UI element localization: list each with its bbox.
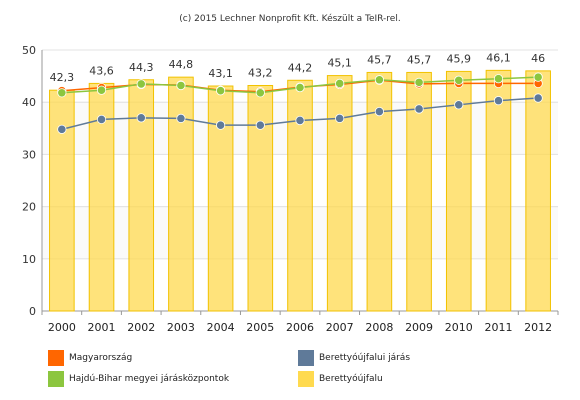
y-tick-label-10: 10 bbox=[22, 253, 36, 266]
x-tick-label-2008: 2008 bbox=[365, 321, 393, 334]
bar-berettyoujfalu-2006 bbox=[287, 79, 313, 312]
legend-swatch-berettyoujfalui-jaras bbox=[298, 350, 314, 366]
point-hajdu-bihar-megyei-jaraskozpontok-2001 bbox=[96, 85, 107, 95]
bar-berettyoujfalu-2004 bbox=[207, 85, 234, 312]
bar-berettyoujfalu-2011 bbox=[485, 69, 512, 312]
x-tick-label-2003: 2003 bbox=[167, 321, 195, 334]
x-tick-label-2001: 2001 bbox=[88, 321, 116, 334]
y-tick-label-40: 40 bbox=[22, 96, 36, 109]
point-berettyoujfalui-jaras-2012 bbox=[533, 93, 543, 103]
point-berettyoujfalui-jaras-2006 bbox=[295, 115, 305, 126]
legend-label-magyarorszag: Magyarország bbox=[69, 353, 133, 363]
point-berettyoujfalui-jaras-2008 bbox=[374, 106, 384, 117]
data-label-berettyoujfalu-2009: 45,7 bbox=[407, 53, 432, 66]
data-label-berettyoujfalu-2001: 43,6 bbox=[89, 64, 114, 77]
point-hajdu-bihar-megyei-jaraskozpontok-2007 bbox=[335, 78, 345, 89]
point-hajdu-bihar-megyei-jaraskozpontok-2010 bbox=[454, 75, 464, 85]
y-tick-label-20: 20 bbox=[22, 201, 36, 214]
point-berettyoujfalui-jaras-2009 bbox=[414, 104, 424, 114]
point-berettyoujfalui-jaras-2010 bbox=[454, 100, 464, 110]
x-tick-label-2011: 2011 bbox=[484, 321, 512, 334]
y-tick-label-30: 30 bbox=[22, 148, 36, 161]
x-tick-label-2009: 2009 bbox=[405, 321, 433, 334]
point-hajdu-bihar-megyei-jaraskozpontok-2003 bbox=[176, 80, 186, 91]
legend-label-hajdu-bihar: Hajdú-Bihar megyei járásközpontok bbox=[69, 374, 230, 384]
point-hajdu-bihar-megyei-jaraskozpontok-2009 bbox=[414, 77, 424, 87]
point-hajdu-bihar-megyei-jaraskozpontok-2005 bbox=[255, 88, 265, 98]
bar-berettyoujfalu-2010 bbox=[445, 70, 472, 312]
chart-credit: (c) 2015 Lechner Nonprofit Kft. Készült … bbox=[179, 14, 401, 24]
bar-berettyoujfalu-2000 bbox=[49, 89, 75, 312]
y-tick-label-0: 0 bbox=[29, 305, 36, 318]
point-berettyoujfalui-jaras-2011 bbox=[493, 96, 504, 106]
point-hajdu-bihar-megyei-jaraskozpontok-2012 bbox=[533, 72, 543, 82]
legend-swatch-berettyoujfalu bbox=[298, 371, 314, 387]
data-label-berettyoujfalu-2004: 43,1 bbox=[208, 67, 233, 80]
data-label-berettyoujfalu-2002: 44,3 bbox=[129, 61, 154, 74]
point-berettyoujfalui-jaras-2003 bbox=[176, 113, 186, 123]
point-hajdu-bihar-megyei-jaraskozpontok-2011 bbox=[493, 74, 504, 84]
legend-swatch-magyarorszag bbox=[48, 350, 64, 366]
legend-item-magyarorszag[interactable]: Magyarország bbox=[48, 350, 132, 366]
data-label-berettyoujfalu-2003: 44,8 bbox=[169, 58, 194, 71]
point-berettyoujfalui-jaras-2000 bbox=[57, 124, 67, 134]
y-tick-label-50: 50 bbox=[22, 44, 36, 57]
x-tick-label-2010: 2010 bbox=[445, 321, 473, 334]
point-hajdu-bihar-megyei-jaraskozpontok-2006 bbox=[295, 82, 305, 93]
legend-item-hajdu-bihar[interactable]: Hajdú-Bihar megyei járásközpontok bbox=[48, 371, 229, 387]
data-label-berettyoujfalu-2008: 45,7 bbox=[367, 53, 392, 66]
x-tick-label-2005: 2005 bbox=[246, 321, 274, 334]
legend-label-berettyoujfalu: Berettyóújfalu bbox=[319, 374, 383, 384]
x-tick-label-2007: 2007 bbox=[326, 321, 354, 334]
bar-berettyoujfalu-2005 bbox=[247, 84, 274, 312]
chart-legend: Magyarország Berettyóújfalui járás Hajdú… bbox=[0, 344, 580, 400]
x-tick-label-2012: 2012 bbox=[524, 321, 552, 334]
x-tick-label-2002: 2002 bbox=[127, 321, 155, 334]
x-tick-label-2000: 2000 bbox=[48, 321, 76, 334]
data-label-berettyoujfalu-2000: 42,3 bbox=[50, 71, 75, 84]
legend-swatch-hajdu-bihar bbox=[48, 371, 64, 387]
data-label-berettyoujfalu-2006: 44,2 bbox=[288, 61, 313, 74]
data-label-berettyoujfalu-2005: 43,2 bbox=[248, 66, 273, 79]
point-berettyoujfalui-jaras-2007 bbox=[335, 113, 345, 123]
bar-berettyoujfalu-2007 bbox=[326, 75, 353, 312]
data-label-berettyoujfalu-2011: 46,1 bbox=[486, 51, 511, 64]
data-label-berettyoujfalu-2007: 45,1 bbox=[327, 57, 352, 70]
point-berettyoujfalui-jaras-2005 bbox=[255, 120, 265, 130]
bar-berettyoujfalu-2003 bbox=[168, 76, 194, 312]
point-berettyoujfalui-jaras-2001 bbox=[96, 114, 107, 125]
chart-svg: 0 10 20 30 40 50 2000 2001 2002 2003 2004 2005 2006 2… bbox=[22, 44, 559, 334]
x-tick-label-2006: 2006 bbox=[286, 321, 314, 334]
data-label-berettyoujfalu-2010: 45,9 bbox=[447, 52, 472, 65]
point-hajdu-bihar-megyei-jaraskozpontok-2002 bbox=[136, 79, 146, 89]
bar-berettyoujfalu-2012 bbox=[525, 70, 551, 312]
point-hajdu-bihar-megyei-jaraskozpontok-2000 bbox=[57, 88, 67, 98]
point-hajdu-bihar-megyei-jaraskozpontok-2004 bbox=[216, 86, 226, 96]
legend-item-berettyoujfalu[interactable]: Berettyóújfalu bbox=[298, 371, 383, 387]
point-hajdu-bihar-megyei-jaraskozpontok-2008 bbox=[374, 75, 384, 85]
x-tick-label-2004: 2004 bbox=[207, 321, 235, 334]
data-label-berettyoujfalu-2012: 46 bbox=[531, 52, 545, 65]
point-berettyoujfalui-jaras-2002 bbox=[136, 113, 146, 123]
legend-label-berettyoujfalui-jaras: Berettyóújfalui járás bbox=[319, 353, 411, 363]
point-berettyoujfalui-jaras-2004 bbox=[216, 120, 226, 130]
legend-item-berettyoujfalui-jaras[interactable]: Berettyóújfalui járás bbox=[298, 350, 410, 366]
